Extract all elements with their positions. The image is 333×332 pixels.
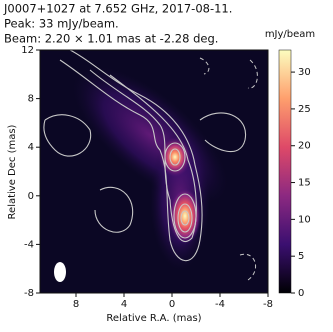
contour bbox=[173, 193, 197, 239]
colorbar-tick-label: 25 bbox=[298, 104, 311, 115]
component bbox=[159, 137, 191, 177]
contour bbox=[169, 148, 181, 166]
x-tick-label: -8 bbox=[263, 299, 273, 310]
colorbar-tick-label: 5 bbox=[298, 251, 304, 262]
contour bbox=[94, 186, 134, 233]
colorbar-label: mJy/beam bbox=[265, 29, 315, 40]
x-tick-label: 0 bbox=[169, 299, 175, 310]
title-line: J0007+1027 at 7.652 GHz, 2017-08-11. bbox=[3, 2, 232, 16]
x-tick-label: 4 bbox=[121, 299, 127, 310]
y-axis-label: Relative Dec (mas) bbox=[7, 124, 18, 219]
y-tick-label: -4 bbox=[24, 239, 34, 250]
contour bbox=[199, 112, 247, 152]
negative-contour bbox=[247, 59, 258, 89]
contour bbox=[89, 69, 197, 243]
y-tick-label: -8 bbox=[24, 288, 34, 299]
x-tick-label: 8 bbox=[73, 299, 79, 310]
contour bbox=[180, 210, 190, 226]
contour bbox=[43, 114, 92, 157]
beam bbox=[54, 262, 66, 282]
y-tick-label: 4 bbox=[28, 142, 34, 153]
colorbar bbox=[278, 49, 292, 294]
y-tick-label: 0 bbox=[28, 191, 34, 202]
y-tick-label: 8 bbox=[28, 94, 34, 105]
colorbar-tick-label: 20 bbox=[298, 141, 311, 152]
contour bbox=[177, 203, 193, 233]
title-line: Beam: 2.20 × 1.01 mas at -2.28 deg. bbox=[4, 32, 218, 46]
title-line: Peak: 33 mJy/beam. bbox=[4, 17, 119, 31]
colorbar-tick-label: 30 bbox=[298, 67, 311, 78]
negative-contour bbox=[239, 253, 257, 281]
contour bbox=[59, 50, 203, 262]
colorbar-tick-label: 10 bbox=[298, 214, 311, 225]
x-axis-label: Relative R.A. (mas) bbox=[106, 313, 201, 324]
plot-frame bbox=[39, 49, 269, 294]
colorbar-tick-label: 0 bbox=[298, 288, 304, 299]
negative-contour bbox=[199, 57, 210, 75]
contour bbox=[164, 142, 186, 172]
y-tick-label: 12 bbox=[21, 45, 34, 56]
image bbox=[40, 50, 268, 293]
x-tick-label: -4 bbox=[215, 299, 225, 310]
colorbar-tick-label: 15 bbox=[298, 178, 311, 189]
